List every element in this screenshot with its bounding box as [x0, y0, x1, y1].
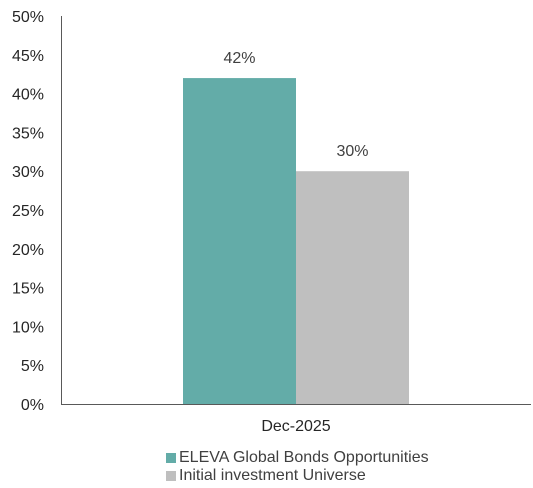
- y-tick-label: 40%: [12, 87, 44, 104]
- bar: [183, 78, 296, 404]
- y-tick-label: 50%: [12, 9, 44, 26]
- legend-swatch: [166, 453, 176, 463]
- legend-item: ELEVA Global Bonds Opportunities: [166, 449, 429, 467]
- bar: [296, 171, 409, 404]
- x-tick-label: Dec-2025: [261, 418, 330, 435]
- legend-swatch: [166, 471, 176, 481]
- y-tick-label: 5%: [21, 358, 44, 375]
- y-tick-label: 10%: [12, 319, 44, 336]
- y-tick-label: 30%: [12, 164, 44, 181]
- legend-label: Initial investment Universe: [179, 467, 366, 484]
- y-tick-label: 25%: [12, 203, 44, 220]
- legend-item: Initial investment Universe: [166, 467, 429, 485]
- data-labels: 42% 30%: [223, 50, 368, 160]
- y-axis: 0% 5% 10% 15% 20% 25% 30% 35% 40% 45% 50%: [12, 9, 62, 414]
- data-label: 42%: [223, 50, 255, 67]
- y-tick-label: 20%: [12, 242, 44, 259]
- y-tick-label: 35%: [12, 125, 44, 142]
- legend-label: ELEVA Global Bonds Opportunities: [179, 449, 429, 466]
- x-axis: Dec-2025: [61, 404, 531, 435]
- y-tick-label: 15%: [12, 281, 44, 298]
- bars: [183, 78, 409, 404]
- y-tick-label: 45%: [12, 48, 44, 65]
- y-tick-label: 0%: [21, 397, 44, 414]
- data-label: 30%: [336, 143, 368, 160]
- chart-legend: ELEVA Global Bonds Opportunities Initial …: [166, 449, 429, 485]
